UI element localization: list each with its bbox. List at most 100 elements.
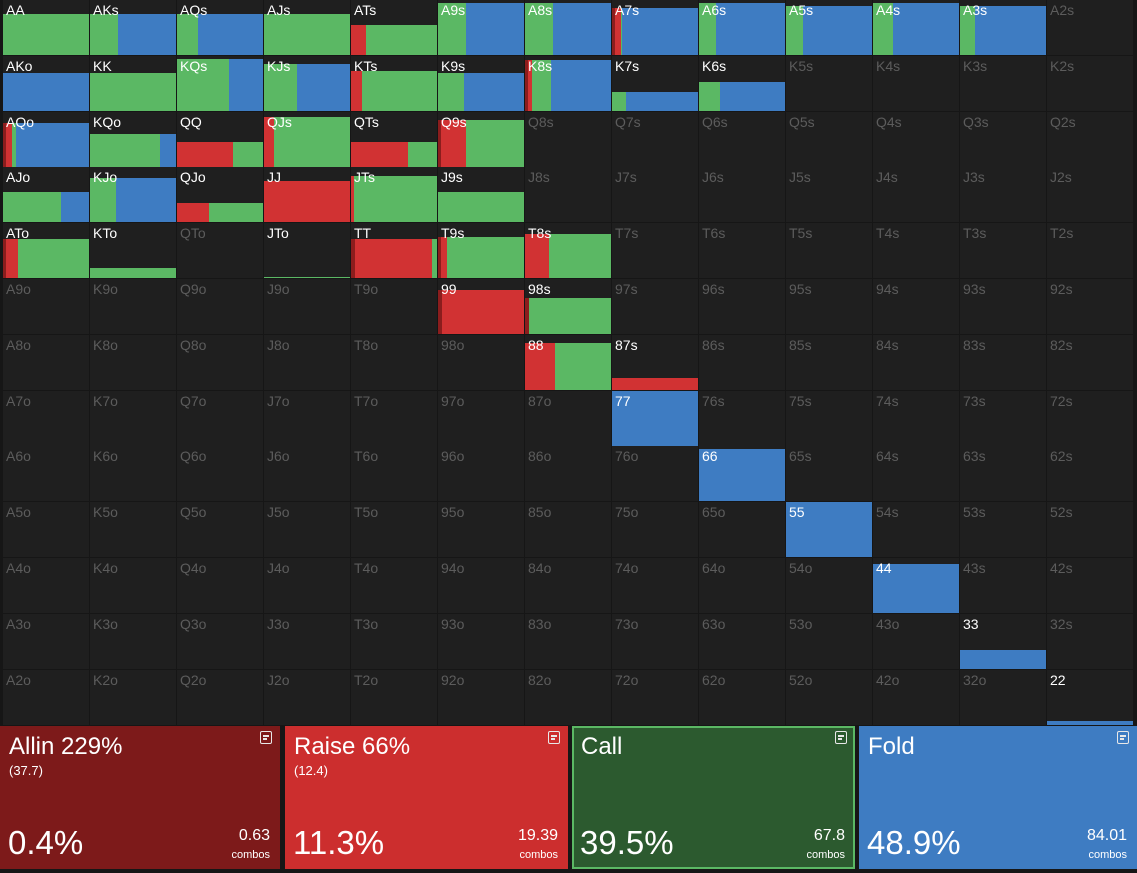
hand-cell-JJ[interactable]: JJ — [264, 167, 350, 223]
hand-cell-KK[interactable]: KK — [90, 55, 176, 111]
hand-cell-A8s[interactable]: A8s — [525, 0, 611, 55]
hand-cell-K7o[interactable]: K7o — [90, 390, 176, 446]
hand-cell-KJs[interactable]: KJs — [264, 55, 350, 111]
hand-cell-Q6s[interactable]: Q6s — [699, 111, 785, 167]
hand-cell-53s[interactable]: 53s — [960, 502, 1046, 558]
hand-cell-93o[interactable]: 93o — [438, 613, 524, 669]
hand-cell-T8o[interactable]: T8o — [351, 334, 437, 390]
hand-cell-62o[interactable]: 62o — [699, 669, 785, 725]
hand-cell-Q8o[interactable]: Q8o — [177, 334, 263, 390]
hand-cell-96s[interactable]: 96s — [699, 279, 785, 334]
hand-cell-97o[interactable]: 97o — [438, 390, 524, 446]
hand-cell-KTo[interactable]: KTo — [90, 223, 176, 279]
hand-cell-92s[interactable]: 92s — [1047, 279, 1133, 334]
action-card-allin[interactable]: Allin 229% (37.7) 0.4% 0.63 combos — [0, 726, 280, 869]
hand-cell-J9o[interactable]: J9o — [264, 279, 350, 334]
hand-cell-43s[interactable]: 43s — [960, 558, 1046, 613]
hand-cell-95o[interactable]: 95o — [438, 502, 524, 558]
hand-cell-KJo[interactable]: KJo — [90, 167, 176, 223]
hand-cell-K9s[interactable]: K9s — [438, 55, 524, 111]
hand-cell-52o[interactable]: 52o — [786, 669, 872, 725]
hand-cell-98s[interactable]: 98s — [525, 279, 611, 334]
hand-cell-ATs[interactable]: ATs — [351, 0, 437, 55]
hand-cell-32s[interactable]: 32s — [1047, 613, 1133, 669]
hand-cell-K6s[interactable]: K6s — [699, 55, 785, 111]
hand-cell-J6o[interactable]: J6o — [264, 446, 350, 502]
hand-cell-Q2o[interactable]: Q2o — [177, 669, 263, 725]
hand-cell-22[interactable]: 22 — [1047, 669, 1133, 725]
hand-cell-ATo[interactable]: ATo — [3, 223, 89, 279]
hand-cell-Q6o[interactable]: Q6o — [177, 446, 263, 502]
hand-cell-95s[interactable]: 95s — [786, 279, 872, 334]
hand-cell-A5s[interactable]: A5s — [786, 0, 872, 55]
hand-cell-82s[interactable]: 82s — [1047, 334, 1133, 390]
hand-cell-J7s[interactable]: J7s — [612, 167, 698, 223]
hand-cell-72s[interactable]: 72s — [1047, 390, 1133, 446]
hand-cell-QJo[interactable]: QJo — [177, 167, 263, 223]
hand-cell-74s[interactable]: 74s — [873, 390, 959, 446]
hand-cell-QTo[interactable]: QTo — [177, 223, 263, 279]
hand-cell-K3s[interactable]: K3s — [960, 55, 1046, 111]
hand-cell-J3s[interactable]: J3s — [960, 167, 1046, 223]
hand-cell-64o[interactable]: 64o — [699, 558, 785, 613]
hand-cell-AQo[interactable]: AQo — [3, 111, 89, 167]
hand-cell-T3s[interactable]: T3s — [960, 223, 1046, 279]
hand-cell-Q5s[interactable]: Q5s — [786, 111, 872, 167]
hand-cell-82o[interactable]: 82o — [525, 669, 611, 725]
hand-cell-J6s[interactable]: J6s — [699, 167, 785, 223]
hand-cell-T2s[interactable]: T2s — [1047, 223, 1133, 279]
hand-cell-42o[interactable]: 42o — [873, 669, 959, 725]
hand-cell-T9o[interactable]: T9o — [351, 279, 437, 334]
hand-cell-64s[interactable]: 64s — [873, 446, 959, 502]
hand-cell-A6o[interactable]: A6o — [3, 446, 89, 502]
hand-cell-85s[interactable]: 85s — [786, 334, 872, 390]
hand-cell-86o[interactable]: 86o — [525, 446, 611, 502]
hand-cell-96o[interactable]: 96o — [438, 446, 524, 502]
hand-cell-J5s[interactable]: J5s — [786, 167, 872, 223]
hand-cell-T6s[interactable]: T6s — [699, 223, 785, 279]
hand-cell-97s[interactable]: 97s — [612, 279, 698, 334]
hand-cell-A2o[interactable]: A2o — [3, 669, 89, 725]
hand-cell-K8o[interactable]: K8o — [90, 334, 176, 390]
hand-cell-AKo[interactable]: AKo — [3, 55, 89, 111]
hand-cell-J4o[interactable]: J4o — [264, 558, 350, 613]
hand-cell-JTo[interactable]: JTo — [264, 223, 350, 279]
hand-cell-A9o[interactable]: A9o — [3, 279, 89, 334]
hand-cell-A8o[interactable]: A8o — [3, 334, 89, 390]
hand-cell-A3o[interactable]: A3o — [3, 613, 89, 669]
hand-cell-K4s[interactable]: K4s — [873, 55, 959, 111]
hand-cell-A4s[interactable]: A4s — [873, 0, 959, 55]
hand-cell-85o[interactable]: 85o — [525, 502, 611, 558]
hand-cell-63o[interactable]: 63o — [699, 613, 785, 669]
hand-cell-Q7s[interactable]: Q7s — [612, 111, 698, 167]
hand-cell-J2s[interactable]: J2s — [1047, 167, 1133, 223]
hand-cell-84s[interactable]: 84s — [873, 334, 959, 390]
hand-cell-TT[interactable]: TT — [351, 223, 437, 279]
hand-cell-JTs[interactable]: JTs — [351, 167, 437, 223]
hand-cell-KTs[interactable]: KTs — [351, 55, 437, 111]
hand-cell-44[interactable]: 44 — [873, 558, 959, 613]
hand-cell-86s[interactable]: 86s — [699, 334, 785, 390]
hand-cell-76o[interactable]: 76o — [612, 446, 698, 502]
hand-cell-53o[interactable]: 53o — [786, 613, 872, 669]
hand-cell-65o[interactable]: 65o — [699, 502, 785, 558]
hand-cell-43o[interactable]: 43o — [873, 613, 959, 669]
hand-cell-98o[interactable]: 98o — [438, 334, 524, 390]
hand-cell-J4s[interactable]: J4s — [873, 167, 959, 223]
hand-cell-K4o[interactable]: K4o — [90, 558, 176, 613]
hand-cell-T4o[interactable]: T4o — [351, 558, 437, 613]
hand-cell-T4s[interactable]: T4s — [873, 223, 959, 279]
hand-cell-T7s[interactable]: T7s — [612, 223, 698, 279]
hand-cell-Q7o[interactable]: Q7o — [177, 390, 263, 446]
hand-cell-AQs[interactable]: AQs — [177, 0, 263, 55]
hand-cell-A7o[interactable]: A7o — [3, 390, 89, 446]
hand-cell-Q4o[interactable]: Q4o — [177, 558, 263, 613]
hand-cell-33[interactable]: 33 — [960, 613, 1046, 669]
hand-cell-A7s[interactable]: A7s — [612, 0, 698, 55]
hand-cell-77[interactable]: 77 — [612, 390, 698, 446]
hand-cell-99[interactable]: 99 — [438, 279, 524, 334]
hand-cell-62s[interactable]: 62s — [1047, 446, 1133, 502]
hand-cell-J9s[interactable]: J9s — [438, 167, 524, 223]
notes-icon[interactable] — [260, 731, 272, 744]
hand-cell-75o[interactable]: 75o — [612, 502, 698, 558]
